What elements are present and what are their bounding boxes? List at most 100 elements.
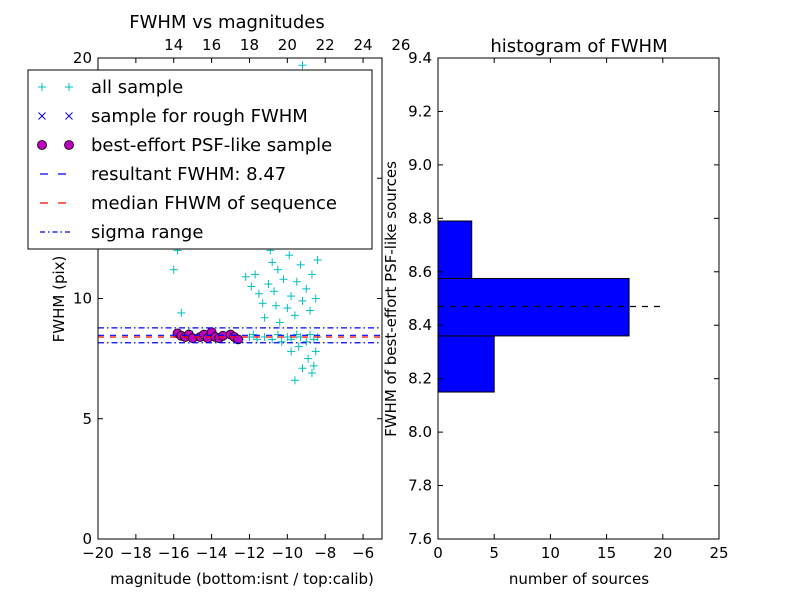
data-point <box>279 275 288 284</box>
data-point <box>302 284 311 293</box>
data-point <box>254 289 263 298</box>
histogram-bar <box>437 335 495 393</box>
right-chart-xlabel: number of sources <box>509 570 649 588</box>
right-chart-title: histogram of FWHM <box>490 36 667 57</box>
data-point <box>169 265 178 274</box>
top-tick-label: 22 <box>316 36 335 54</box>
top-tick-label: 26 <box>391 36 410 54</box>
data-point <box>313 256 322 265</box>
top-tick-label: 24 <box>354 36 373 54</box>
data-point <box>268 335 277 344</box>
legend-entries: all sample sample for rough FWHM best-effo… <box>37 77 337 243</box>
top-tick-label: 16 <box>202 36 221 54</box>
data-point <box>290 376 299 385</box>
data-point <box>277 337 286 346</box>
legend-marker <box>37 140 47 150</box>
x-tick-label: −20 <box>82 544 114 562</box>
y-tick-label: 8.8 <box>408 209 432 227</box>
x-tick-label: 10 <box>541 544 560 562</box>
legend-marker <box>38 83 46 91</box>
legend-label: all sample <box>91 77 183 98</box>
data-point <box>264 280 273 289</box>
legend-marker <box>65 112 73 120</box>
y-tick-label: 5 <box>82 410 92 428</box>
data-point <box>306 306 315 315</box>
legend-label: resultant FWHM: 8.47 <box>91 164 286 185</box>
legend-label: sample for rough FWHM <box>91 106 308 127</box>
x-tick-label: −12 <box>234 544 266 562</box>
y-tick-label: 9.4 <box>408 49 432 67</box>
y-tick-label: 10 <box>73 290 92 308</box>
data-point <box>294 342 303 351</box>
data-point <box>241 272 250 281</box>
histogram-bar <box>437 220 473 279</box>
data-point <box>287 292 296 301</box>
right-axes-frame <box>437 57 720 540</box>
histogram-bar <box>437 277 630 337</box>
y-tick-label: 20 <box>73 49 92 67</box>
data-point <box>270 287 279 296</box>
left-chart-title: FWHM vs magnitudes <box>129 12 324 33</box>
data-point <box>309 361 318 370</box>
data-point <box>177 308 186 317</box>
data-point <box>304 354 313 363</box>
x-tick-label: −10 <box>272 544 304 562</box>
y-tick-label: 7.8 <box>408 477 432 495</box>
data-point <box>306 330 315 339</box>
data-point <box>311 347 320 356</box>
data-point <box>271 301 280 310</box>
y-tick-label: 7.6 <box>408 530 432 548</box>
x-tick-label: 25 <box>709 544 728 562</box>
data-point <box>283 304 292 313</box>
data-point <box>273 265 282 274</box>
data-point <box>285 251 294 260</box>
data-point <box>307 369 316 378</box>
x-tick-label: −14 <box>196 544 228 562</box>
data-point <box>302 337 311 346</box>
y-tick-label: 0 <box>82 530 92 548</box>
data-point <box>311 294 320 303</box>
x-tick-label: −6 <box>352 544 374 562</box>
left-chart-xlabel: magnitude (bottom:isnt / top:calib) <box>110 570 374 588</box>
data-point <box>298 364 307 373</box>
data-point <box>287 347 296 356</box>
data-point <box>273 330 282 339</box>
data-point <box>298 296 307 305</box>
data-point <box>307 270 316 279</box>
x-tick-label: 0 <box>433 544 443 562</box>
data-point <box>296 260 305 269</box>
legend-marker <box>38 112 46 120</box>
legend-label: best-effort PSF-like sample <box>91 135 332 156</box>
top-tick-label: 20 <box>278 36 297 54</box>
data-point <box>298 61 307 70</box>
left-axis-ticks: −20−18−16−14−12−10−8−6051015201416182022… <box>73 36 411 562</box>
right-axis-ticks: 0 5 10 15 20 25 7.6 7.8 8.0 8.2 8.4 8.6 8.8 9.0 9.2 9.4 <box>408 49 728 562</box>
data-point <box>251 270 260 279</box>
x-tick-label: −16 <box>158 544 190 562</box>
x-tick-label: −18 <box>120 544 152 562</box>
x-tick-label: 15 <box>597 544 616 562</box>
data-point <box>290 311 299 320</box>
data-point <box>249 330 258 339</box>
y-tick-label: 8.4 <box>408 316 432 334</box>
data-point <box>275 318 284 327</box>
data-point <box>292 277 301 286</box>
left-chart-ylabel: FWHM (pix) <box>50 256 68 343</box>
y-tick-label: 9.2 <box>408 102 432 120</box>
data-point <box>247 282 256 291</box>
x-tick-label: 20 <box>653 544 672 562</box>
y-tick-label: 8.6 <box>408 263 432 281</box>
legend-box <box>27 69 373 250</box>
top-tick-label: 18 <box>240 36 259 54</box>
data-point <box>260 313 269 322</box>
data-point <box>258 299 267 308</box>
fwhm-vs-magnitude-chart: FWHM vs magnitudes magnitude (bottom:isn… <box>27 12 411 588</box>
y-tick-label: 9.0 <box>408 156 432 174</box>
x-tick-label: 5 <box>489 544 499 562</box>
top-tick-label: 14 <box>164 36 183 54</box>
legend-label: median FHWM of sequence <box>91 193 337 214</box>
legend-label: sigma range <box>91 222 203 243</box>
y-tick-label: 8.2 <box>408 370 432 388</box>
x-tick-label: −8 <box>314 544 336 562</box>
